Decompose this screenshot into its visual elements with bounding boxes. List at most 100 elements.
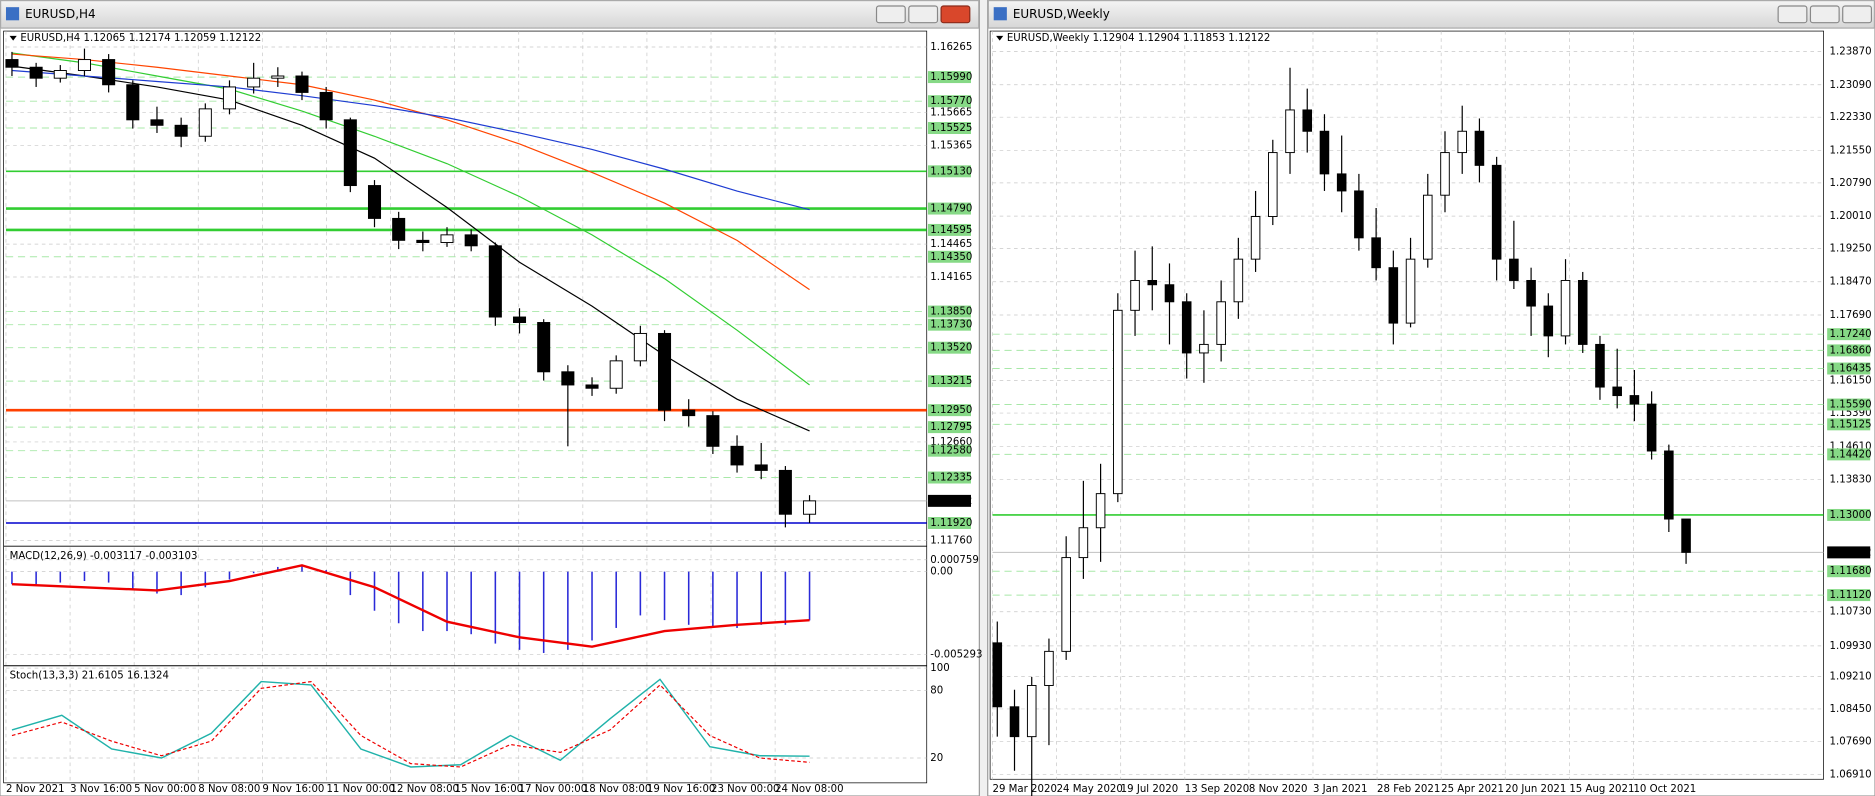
candle-body (1044, 650, 1054, 686)
level-label: 1.15125 (1830, 419, 1872, 430)
candle-body (1646, 403, 1657, 452)
moving-average (11, 53, 810, 291)
level-label-box (927, 95, 971, 108)
window-icon (5, 7, 20, 21)
x-tick-label: 20 Jun 2021 (1505, 784, 1566, 795)
x-tick-label: 23 Nov 00:00 (711, 784, 780, 795)
window-h4: EURUSD,H4 (0, 0, 980, 796)
y-tick-label: 0.00 (930, 567, 953, 578)
level-label: 1.12950 (930, 405, 972, 416)
candle-body (5, 59, 19, 68)
x-tick-label: 5 Nov 00:00 (134, 784, 196, 795)
level-label: 1.14790 (930, 204, 972, 215)
candle-body (1595, 343, 1605, 388)
level-label: 1.11120 (1830, 590, 1872, 601)
level-label: 1.15990 (930, 72, 972, 83)
restore-button[interactable] (1842, 5, 1873, 24)
x-tick-label: 3 Jan 2021 (1313, 784, 1367, 795)
y-tick-label: 1.16150 (1830, 376, 1872, 387)
level-label-box (1827, 398, 1871, 411)
y-tick-label: 1.10730 (1830, 607, 1872, 618)
candle-body (1491, 164, 1502, 260)
maximize-button[interactable] (908, 5, 939, 24)
candle-body (585, 384, 599, 389)
level-label-box (927, 444, 971, 457)
x-tick-label: 8 Nov 2020 (1249, 784, 1308, 795)
candle-body (126, 84, 140, 121)
x-tick-label: 24 May 2020 (1057, 784, 1123, 795)
level-label-box (927, 202, 971, 215)
level-label-box (927, 341, 971, 354)
header-arrow (9, 35, 17, 41)
candle-body (392, 217, 406, 241)
level-label-box (1827, 508, 1871, 521)
window-frame (0, 0, 980, 796)
level-label: 1.15525 (930, 123, 972, 134)
title-bar (0, 0, 980, 29)
level-label-box (927, 404, 971, 417)
minimize-button[interactable] (875, 5, 906, 24)
x-tick-label: 8 Nov 08:00 (198, 784, 260, 795)
window-frame (987, 0, 1875, 796)
candle-body (271, 75, 285, 79)
level-label-box (1827, 362, 1871, 375)
candle-body (367, 185, 382, 219)
indicator-label: MACD(12,26,9) -0.003117 -0.003103 (10, 551, 198, 562)
candle-body (1130, 279, 1140, 311)
y-tick-label: 1.19250 (1830, 243, 1872, 254)
level-label-box (927, 375, 971, 388)
level-label: 1.14595 (930, 225, 972, 236)
y-tick-label: 1.22330 (1830, 112, 1872, 123)
level-label: 1.17240 (1830, 329, 1872, 340)
candle-body (609, 360, 623, 389)
x-tick-label: 19 Jul 2020 (1121, 784, 1178, 795)
plot-area (3, 30, 928, 784)
candle-body (1061, 557, 1071, 652)
level-label-box (927, 517, 971, 529)
candle-body (1233, 258, 1244, 303)
candle-body (1371, 237, 1381, 269)
candle-body (464, 234, 478, 247)
candle-body (1577, 279, 1588, 345)
candle-body (1405, 258, 1416, 324)
level-label: 1.12122 (1830, 547, 1872, 558)
level-label-box (927, 165, 971, 178)
x-tick-label: 10 Oct 2021 (1633, 784, 1696, 795)
level-label-box (927, 305, 971, 318)
level-label-box (927, 471, 971, 484)
level-label: 1.16435 (1830, 364, 1872, 375)
y-tick-label: 1.14165 (930, 272, 972, 283)
stoch-main (11, 678, 810, 768)
level-label-box (1827, 546, 1871, 559)
stoch-signal (11, 680, 810, 768)
y-tick-label: -0.005293 (930, 649, 982, 660)
x-tick-label: 11 Nov 00:00 (326, 784, 395, 795)
level-label: 1.13215 (930, 376, 972, 387)
candle-body (77, 59, 91, 71)
x-tick-label: 13 Sep 2020 (1185, 784, 1249, 795)
candle-body (1250, 216, 1261, 260)
maximize-button[interactable] (1809, 5, 1840, 24)
candle-body (319, 91, 333, 121)
candle-body (803, 500, 817, 515)
x-tick-label: 2 Nov 2021 (6, 784, 65, 795)
candle-body (1457, 130, 1467, 154)
window-title: EURUSD,H4 (25, 7, 95, 21)
candle-body (295, 75, 309, 93)
level-label: 1.15770 (930, 96, 972, 107)
level-label-box (927, 122, 971, 135)
candle-body (1181, 301, 1192, 354)
y-tick-label: 1.07690 (1830, 736, 1872, 747)
candle-body (730, 445, 744, 466)
y-tick-label: 1.20790 (1830, 178, 1872, 189)
close-button[interactable] (940, 5, 971, 24)
level-label: 1.12580 (930, 446, 972, 457)
level-label: 1.14420 (1830, 449, 1872, 460)
minimize-button[interactable] (1777, 5, 1808, 24)
x-tick-label: 12 Nov 08:00 (391, 784, 460, 795)
candle-body (198, 108, 212, 137)
title-bar (987, 0, 1875, 29)
header-arrow (996, 35, 1004, 41)
level-label: 1.13850 (930, 307, 972, 318)
